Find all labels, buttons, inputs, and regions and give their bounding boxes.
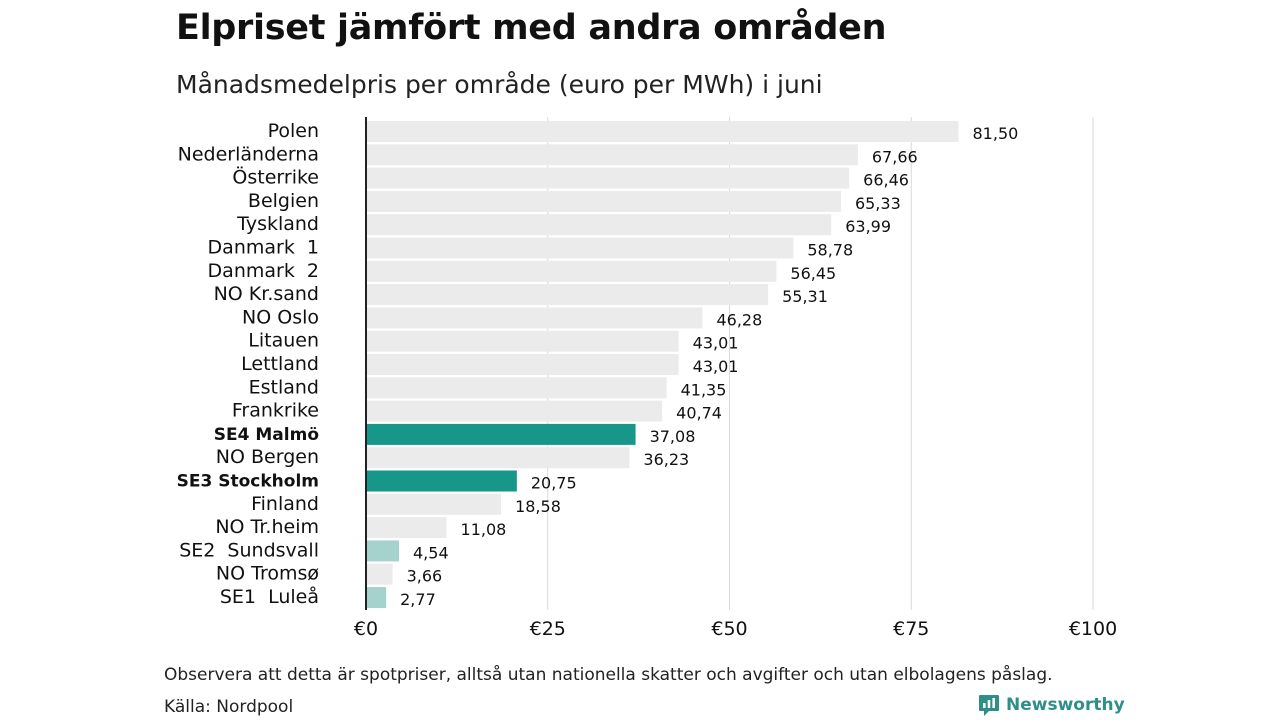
value-label: 41,35: [681, 380, 727, 399]
value-label: 43,01: [693, 357, 739, 376]
bar: [366, 307, 703, 329]
footnote: Observera att detta är spotpriser, allts…: [164, 665, 1053, 685]
category-labels: PolenNederländernaÖsterrikeBelgienTyskla…: [177, 120, 319, 608]
value-label: 66,46: [863, 171, 909, 190]
bar: [366, 284, 769, 306]
category-label: Danmark 1: [208, 237, 319, 259]
value-label: 11,08: [461, 520, 507, 539]
category-label: SE2 Sundsvall: [179, 539, 319, 561]
category-label: SE4 Malmö: [214, 425, 319, 445]
bar: [366, 237, 794, 259]
category-label: NO Oslo: [242, 306, 319, 328]
x-tick-label: €25: [530, 618, 566, 640]
bar: [366, 260, 777, 282]
category-label: Tyskland: [236, 213, 319, 235]
value-label: 67,66: [872, 147, 918, 166]
category-label: SE1 Luleå: [220, 585, 319, 608]
category-label: Frankrike: [232, 400, 319, 422]
brand-logo: Newsworthy: [978, 693, 1125, 717]
value-label: 20,75: [531, 474, 577, 493]
bars: [366, 121, 959, 608]
category-label: Estland: [249, 376, 319, 398]
category-label: Danmark 2: [208, 260, 319, 282]
value-label: 46,28: [716, 310, 762, 329]
x-tick-label: €50: [711, 618, 747, 640]
value-label: 37,08: [650, 427, 696, 446]
category-label: NO Bergen: [216, 446, 319, 468]
category-label: Lettland: [241, 353, 319, 375]
value-label: 4,54: [413, 543, 449, 562]
bar: [366, 190, 841, 212]
value-label: 63,99: [845, 217, 891, 236]
bar: [366, 330, 679, 352]
bar: [366, 354, 679, 375]
bar: [366, 423, 636, 445]
bar: [366, 144, 858, 166]
category-label: Polen: [268, 120, 319, 142]
category-label: NO Kr.sand: [214, 283, 319, 305]
x-tick-label: €0: [354, 618, 378, 640]
chart-subtitle: Månadsmedelpris per område (euro per MWh…: [176, 70, 823, 99]
bar-chart: PolenNederländernaÖsterrikeBelgienTyskla…: [177, 117, 1117, 640]
category-label: Finland: [251, 493, 319, 515]
category-label: NO Tr.heim: [215, 516, 319, 538]
newsworthy-logo-icon: [979, 695, 999, 716]
bar: [366, 540, 400, 562]
value-label: 18,58: [515, 497, 561, 516]
value-label: 2,77: [400, 590, 436, 609]
value-label: 58,78: [807, 241, 853, 260]
bar: [366, 214, 832, 236]
value-label: 43,01: [693, 334, 739, 353]
bar: [366, 377, 667, 399]
bar: [366, 517, 447, 539]
value-label: 65,33: [855, 194, 901, 213]
source-text: Källa: Nordpool: [164, 697, 294, 717]
bar: [366, 563, 393, 585]
value-label: 3,66: [407, 567, 443, 586]
value-label: 55,31: [782, 287, 828, 306]
value-labels: 81,50 67,66 66,46 65,33 63,99 58,78 56,45 55,31…: [400, 124, 1018, 609]
category-label: Österrike: [232, 166, 319, 189]
bar: [366, 400, 663, 422]
category-label: SE3 Stockholm: [177, 472, 319, 492]
x-tick-label: €75: [893, 618, 929, 640]
bar: [366, 121, 959, 142]
chart-title: Elpriset jämfört med andra områden: [176, 8, 887, 48]
category-label: Litauen: [248, 330, 319, 352]
bar: [366, 493, 502, 515]
value-label: 40,74: [676, 404, 722, 423]
brand-name: Newsworthy: [1006, 695, 1125, 715]
x-tick-label: €100: [1069, 618, 1117, 640]
category-label: Nederländerna: [178, 143, 319, 165]
value-label: 81,50: [973, 124, 1019, 143]
bar: [366, 470, 517, 492]
bar: [366, 167, 850, 189]
category-label: NO Tromsø: [216, 563, 319, 585]
bar: [366, 587, 387, 608]
bar: [366, 447, 630, 469]
value-label: 36,23: [643, 450, 689, 469]
value-label: 56,45: [790, 264, 836, 283]
x-axis-tick-labels: €0 €25 €50 €75 €100: [354, 618, 1117, 640]
category-label: Belgien: [248, 190, 319, 212]
